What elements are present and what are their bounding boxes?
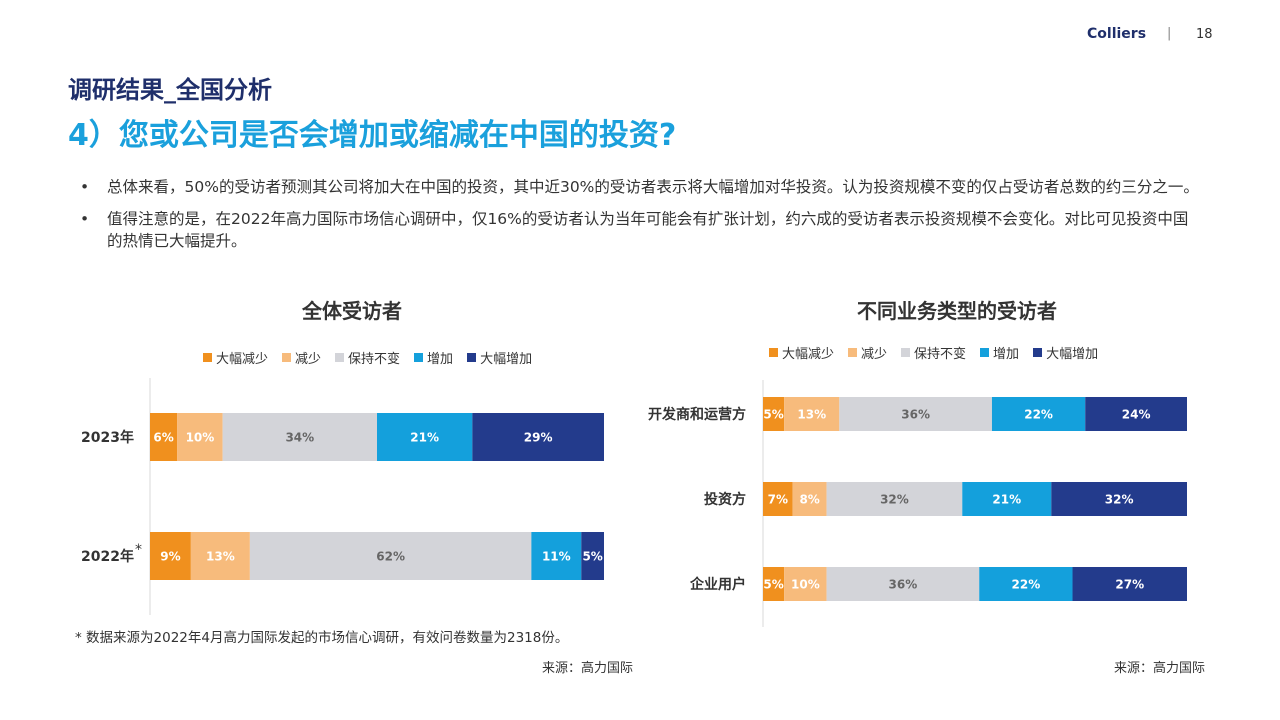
- brand-logo: Colliers: [1087, 26, 1147, 42]
- bullet-dot: •: [80, 178, 90, 196]
- bar-segment: [581, 532, 604, 580]
- bullet-item: • 值得注意的是，在2022年高力国际市场信心调研中，仅16%的受访者认为当年可…: [80, 208, 1200, 252]
- source-left: 来源：高力国际: [542, 661, 634, 676]
- legend-item: 保持不变: [335, 348, 400, 367]
- bar-segment: [472, 413, 604, 461]
- legend-item: 保持不变: [901, 343, 966, 362]
- legend-item: 减少: [848, 343, 887, 362]
- page-title: 4）您或公司是否会增加或缩减在中国的投资?: [68, 118, 677, 153]
- source-right: 来源：高力国际: [1114, 661, 1206, 676]
- data-label: 5%: [582, 550, 602, 564]
- legend-label: 大幅减少: [216, 352, 269, 367]
- legend-label: 大幅增加: [480, 352, 533, 367]
- legend-label: 减少: [295, 352, 322, 367]
- bullet-dot: •: [80, 210, 90, 228]
- legend-label: 保持不变: [348, 352, 401, 367]
- category-label: 2023年: [81, 429, 134, 446]
- data-label: 34%: [285, 431, 314, 445]
- legend-swatch: [203, 353, 212, 362]
- legend-label: 增加: [427, 352, 454, 367]
- bar-segment: [177, 413, 223, 461]
- section-title: 调研结果_全国分析: [68, 76, 272, 104]
- data-label: 10%: [186, 431, 215, 445]
- page-number: 18: [1196, 27, 1213, 42]
- legend-swatch: [848, 348, 858, 357]
- legend-label: 减少: [861, 347, 888, 362]
- bar-segment: [249, 532, 532, 580]
- header-separator: |: [1167, 26, 1172, 41]
- bullet-text: 总体来看，50%的受访者预测其公司将加大在中国的投资，其中近30%的受访者表示将…: [107, 178, 1199, 196]
- data-label: 21%: [410, 431, 439, 445]
- data-label: 11%: [542, 550, 571, 564]
- legend-swatch: [414, 353, 424, 362]
- chart-title-all: 全体受访者: [302, 299, 402, 323]
- legend-swatch: [769, 348, 778, 357]
- data-label: 9%: [160, 550, 180, 564]
- legend-item: 大幅增加: [467, 348, 532, 367]
- bullet-list: • 总体来看，50%的受访者预测其公司将加大在中国的投资，其中近30%的受访者表…: [80, 176, 1200, 262]
- legend-swatch: [335, 353, 345, 362]
- data-label: 62%: [376, 550, 405, 564]
- legend-label: 保持不变: [914, 347, 967, 362]
- legend-item: 增加: [980, 343, 1019, 362]
- bar-segment: [190, 532, 250, 580]
- legend-item: 增加: [414, 348, 453, 367]
- footnote-marker: *: [135, 542, 142, 558]
- bar-segment: [150, 532, 191, 580]
- footnote: * 数据来源为2022年4月高力国际发起的市场信心调研，有效问卷数量为2318份…: [75, 630, 569, 646]
- bar-segment: [150, 413, 178, 461]
- chart-legend-business: 大幅减少 减少 保持不变 增加 大幅增加: [769, 343, 1098, 362]
- bullet-item: • 总体来看，50%的受访者预测其公司将加大在中国的投资，其中近30%的受访者表…: [80, 176, 1200, 198]
- legend-swatch: [467, 353, 477, 362]
- chart-title-business: 不同业务类型的受访者: [857, 299, 1057, 323]
- legend-swatch: [901, 348, 911, 357]
- legend-label: 增加: [993, 347, 1020, 362]
- data-label: 6%: [153, 431, 173, 445]
- legend-label: 大幅减少: [782, 347, 835, 362]
- data-label: 13%: [206, 550, 235, 564]
- bar-segment: [531, 532, 582, 580]
- bar-segment: [377, 413, 473, 461]
- legend-swatch: [282, 353, 292, 362]
- bullet-text: 值得注意的是，在2022年高力国际市场信心调研中，仅16%的受访者认为当年可能会…: [107, 210, 1189, 250]
- legend-item: 大幅增加: [1033, 343, 1098, 362]
- category-label: 2022年: [81, 548, 134, 565]
- legend-swatch: [980, 348, 990, 357]
- legend-label: 大幅增加: [1046, 347, 1099, 362]
- data-label: 29%: [524, 431, 553, 445]
- legend-swatch: [1033, 348, 1043, 357]
- legend-item: 减少: [282, 348, 321, 367]
- chart-legend-all: 大幅减少 减少 保持不变 增加 大幅增加: [203, 348, 532, 367]
- legend-item: 大幅减少: [769, 343, 834, 362]
- legend-item: 大幅减少: [203, 348, 268, 367]
- bar-segment: [222, 413, 377, 461]
